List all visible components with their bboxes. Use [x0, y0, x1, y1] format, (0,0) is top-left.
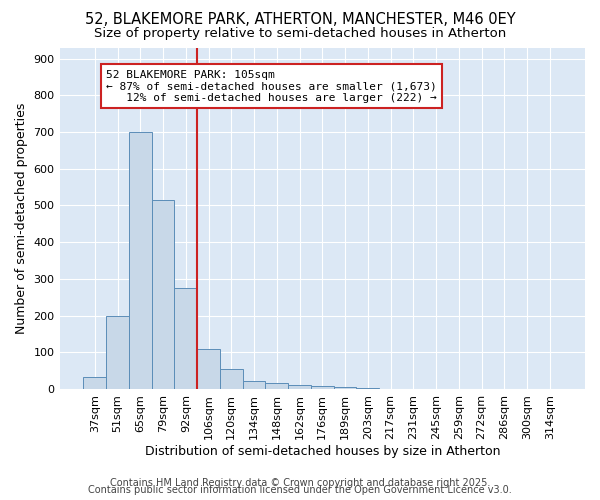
Bar — [129, 132, 152, 389]
Text: Contains HM Land Registry data © Crown copyright and database right 2025.: Contains HM Land Registry data © Crown c… — [110, 478, 490, 488]
Bar — [356, 388, 379, 389]
Bar — [265, 384, 288, 389]
Text: Size of property relative to semi-detached houses in Atherton: Size of property relative to semi-detach… — [94, 28, 506, 40]
Bar — [106, 316, 129, 389]
Text: Contains public sector information licensed under the Open Government Licence v3: Contains public sector information licen… — [88, 485, 512, 495]
Bar — [220, 370, 242, 389]
Text: 52, BLAKEMORE PARK, ATHERTON, MANCHESTER, M46 0EY: 52, BLAKEMORE PARK, ATHERTON, MANCHESTER… — [85, 12, 515, 28]
Bar — [334, 387, 356, 389]
X-axis label: Distribution of semi-detached houses by size in Atherton: Distribution of semi-detached houses by … — [145, 444, 500, 458]
Bar — [83, 377, 106, 389]
Y-axis label: Number of semi-detached properties: Number of semi-detached properties — [15, 102, 28, 334]
Bar — [288, 386, 311, 389]
Bar — [311, 386, 334, 389]
Bar — [197, 348, 220, 389]
Bar — [152, 200, 175, 389]
Bar — [242, 381, 265, 389]
Text: 52 BLAKEMORE PARK: 105sqm
← 87% of semi-detached houses are smaller (1,673)
   1: 52 BLAKEMORE PARK: 105sqm ← 87% of semi-… — [106, 70, 437, 102]
Bar — [175, 288, 197, 389]
